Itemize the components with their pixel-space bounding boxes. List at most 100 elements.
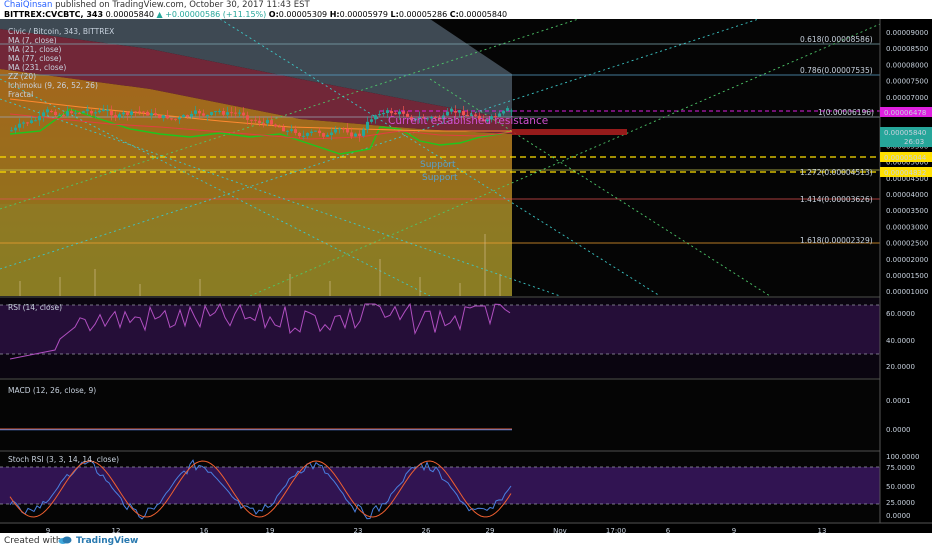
svg-text:0.00004832: 0.00004832 [884,169,926,177]
candle-body [510,110,513,112]
candle-body [150,113,153,116]
time-tick-label: 17:00 [606,527,626,533]
candle-body [294,129,297,133]
candle-body [314,130,317,132]
candle-body [410,116,413,121]
candle-body [342,128,345,130]
candle-body [298,132,301,137]
time-tick-label: 29 [486,527,495,533]
candle-body [234,112,237,114]
stoch-band [0,467,880,504]
candle-body [250,119,253,121]
stoch-tick-50: 50.0000 [886,483,915,491]
time-tick-label: 16 [200,527,209,533]
legend-ma7[interactable]: MA (7, close) [8,36,57,45]
time-tick-label: 23 [354,527,363,533]
fib-label-1414: 1.414(0.00003626) [800,195,873,204]
price-axis[interactable] [880,19,932,523]
indicator-legend[interactable]: Civic / Bitcoin, 343, BITTREX MA (7, clo… [8,27,114,99]
legend-ma21[interactable]: MA (21, close) [8,45,62,54]
close-value: 0.00005840 [458,10,508,19]
tradingview-logo-icon [58,536,72,544]
candle-body [458,110,461,113]
time-axis[interactable]: 9 12 16 19 23 26 29 Nov 17:00 6 9 13 [46,527,827,533]
rsi-tick-60: 60.0000 [886,310,915,318]
ichimoku-cloud-red [0,29,512,134]
candle-body [446,111,449,116]
candle-body [42,112,45,117]
candle-body [54,111,57,116]
stoch-d-line [9,460,512,518]
price-tick-label: 0.00009000 [886,29,928,37]
time-tick-label: 19 [266,527,275,533]
candle-body [450,108,453,112]
candle-body [74,112,77,114]
candle-body [246,115,249,120]
candle-body [178,117,181,120]
candle-body [418,117,421,119]
candle-body [210,112,213,115]
macd-pane[interactable] [0,380,880,450]
stoch-title: Stoch RSI (3, 3, 14, 14, close) [8,455,119,464]
legend-zz[interactable]: ZZ (20) [8,72,36,81]
candle-body [62,114,65,116]
candle-body [406,113,409,117]
tradingview-link[interactable]: TradingView [76,536,139,546]
price-tick-label: 0.00005000 [886,159,928,167]
candle-body [258,120,261,124]
candle-body [302,135,305,137]
candle-body [286,130,289,132]
candle-body [130,111,133,115]
candle-body [186,115,189,117]
macd-title: MACD (12, 26, close, 9) [8,386,96,395]
candle-body [70,111,73,114]
candle-body [274,124,277,127]
candle-body [338,128,341,130]
candle-body [370,119,373,122]
candle-body [206,114,209,116]
candle-body [50,111,53,112]
candle-body [162,115,165,119]
ichimoku-forward-cloud [512,129,627,135]
candle-body [442,115,445,120]
resistance-price-tag: 0.00006478 [880,107,932,117]
candle-body [66,111,69,116]
candle-body [58,114,61,116]
candle-body [26,122,29,124]
candle-body [266,120,269,124]
candle-body [46,109,49,113]
legend-ma231[interactable]: MA (231, close) [8,63,66,72]
price-tick-label: 0.00008000 [886,61,928,69]
candle-body [238,112,241,114]
svg-text:0.00005840: 0.00005840 [884,129,926,137]
author-link[interactable]: ChaiQinsan [4,0,53,10]
candle-body [82,111,85,113]
candle-body [330,132,333,136]
fib-label-1: 1(0.00006196) [818,108,874,117]
legend-ichimoku[interactable]: Ichimoku (9, 26, 52, 26) [8,81,98,90]
fib-label-1618: 1.618(0.00002329) [800,236,873,245]
candle-body [326,135,329,137]
ohlc-line: BITTREX:CVCBTC, 343 0.00005840 ▲ +0.0000… [4,10,508,19]
candle-body [230,112,233,114]
legend-ma77[interactable]: MA (77, close) [8,54,62,63]
legend-fractal[interactable]: Fractal [8,90,33,99]
chart-canvas[interactable]: Current established resistance Support S… [0,19,932,533]
rsi-line [9,302,511,360]
ma-21-line [9,113,513,140]
candle-body [86,109,89,112]
candle-body [362,129,365,136]
candle-body [10,130,13,132]
open-value: 0.00005309 [278,10,328,19]
channel-line-6 [429,78,771,296]
candle-body [430,117,433,119]
candle-body [94,112,97,114]
candle-body [426,118,429,120]
footer-bar: Created with TradingView [0,533,932,550]
candle-body [374,115,377,120]
candle-body [494,116,497,118]
price-candles [10,104,513,142]
fib-label-0618: 0.618(0.00008586) [800,35,873,44]
candle-body [198,111,201,114]
candle-body [394,113,397,115]
